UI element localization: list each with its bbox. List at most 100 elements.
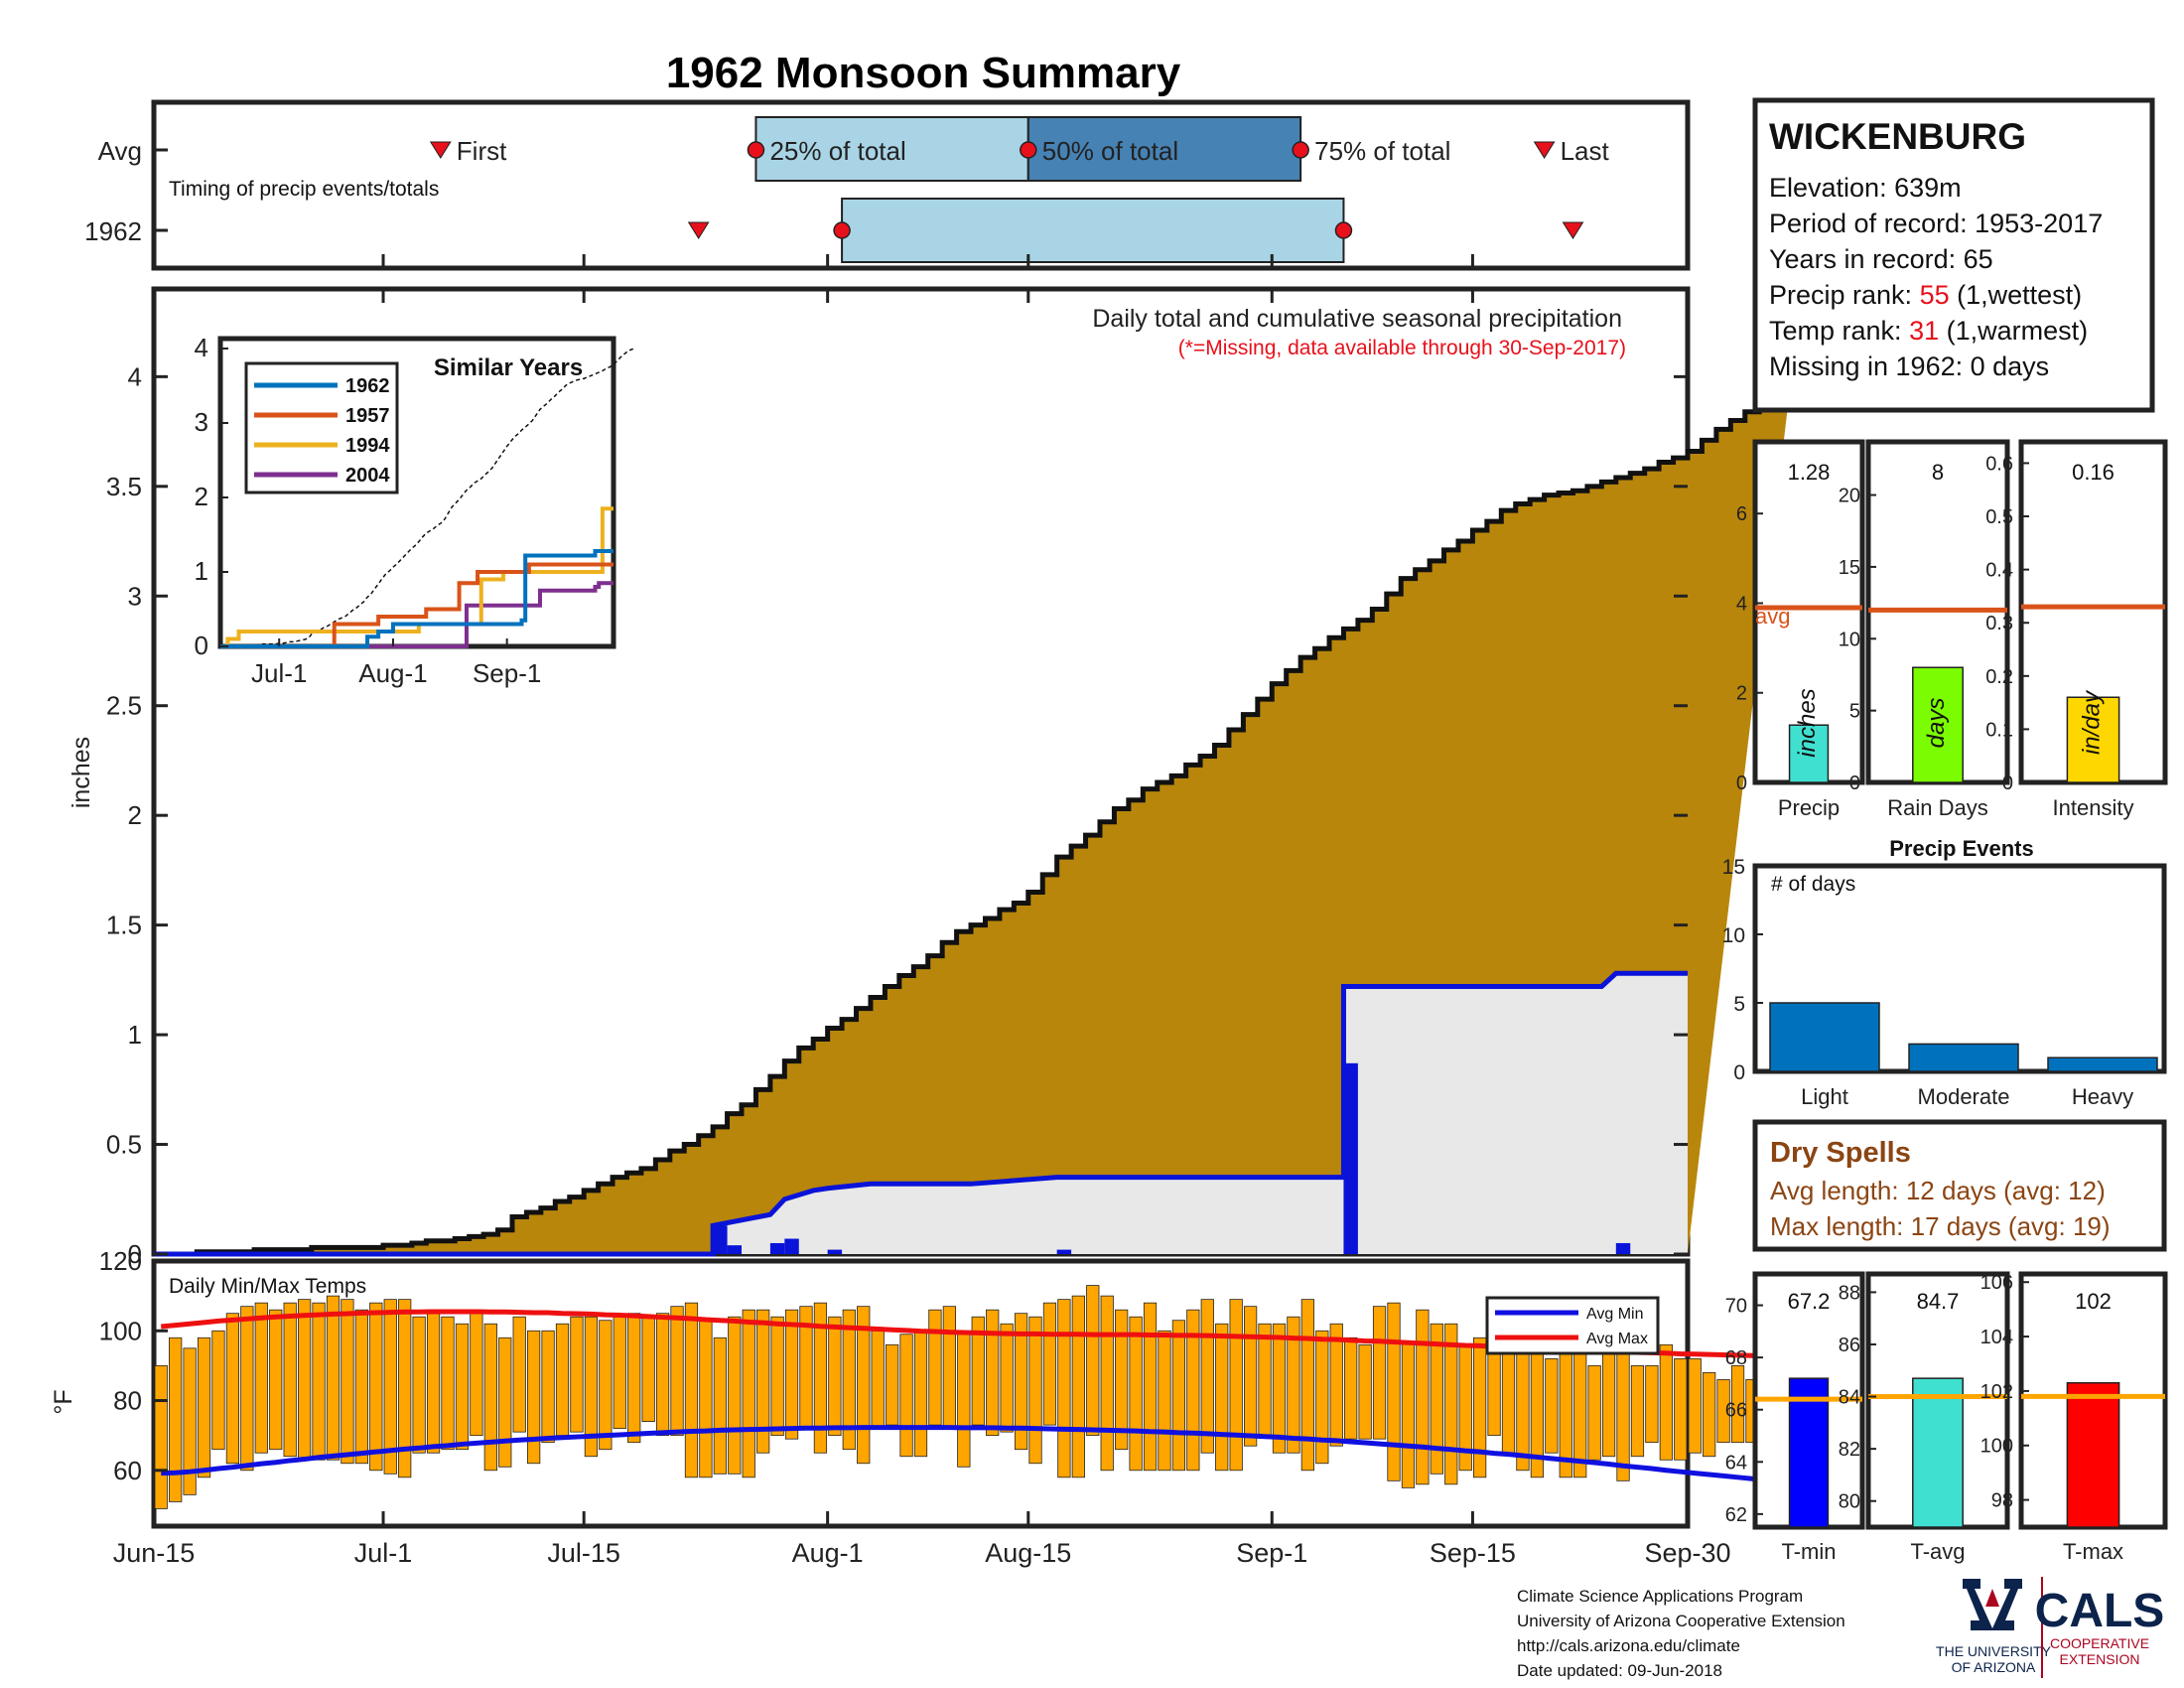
credit-line-3: http://cals.arizona.edu/climate [1517, 1636, 1740, 1655]
dry-spells-title: Dry Spells [1770, 1137, 1911, 1169]
daily-temp-bar [1487, 1343, 1501, 1437]
inset-series-line-2004 [220, 581, 614, 648]
daily-temp-bar [1674, 1357, 1688, 1461]
daily-temp-bar [584, 1316, 599, 1458]
timing-marks: First 25% of total 50% of total 75% of tota… [154, 116, 1610, 263]
temp-stat-label-tavg: T-avg [1910, 1539, 1965, 1564]
ua-name-line-2: OF ARIZONA [1952, 1659, 2036, 1675]
daily-temp-bar [154, 1364, 168, 1509]
temp-stat-tick-label-tmin: 64 [1725, 1452, 1747, 1474]
daily-precip-bar [784, 1238, 799, 1254]
daily-temp-bar [641, 1316, 655, 1423]
page-title: 1962 Monsoon Summary [666, 49, 1181, 97]
avg-first-marker [429, 141, 452, 159]
temp-stat-bar-tmax [2066, 1381, 2120, 1528]
temp-stat-bar-tmin [1788, 1377, 1830, 1528]
precip-y-tick-label: 2.5 [106, 691, 142, 721]
daily-temp-bar [913, 1330, 928, 1458]
daily-temp-bar [857, 1306, 871, 1465]
daily-temp-bar [742, 1309, 755, 1478]
daily-temp-bar [470, 1309, 483, 1437]
stat-tick-label-rain_days: 0 [1849, 773, 1860, 794]
avg-quartile-box-lower [754, 116, 1029, 182]
precip-y-tick-label: 3 [128, 581, 142, 611]
inset-legend-label: 1957 [345, 405, 390, 427]
stat-label-precip: Precip [1778, 795, 1840, 820]
daily-temp-bar [1229, 1299, 1243, 1472]
temp-stat-bar-tavg [1912, 1377, 1964, 1528]
daily-temp-bar [1129, 1316, 1143, 1472]
daily-temp-bar [713, 1336, 727, 1475]
temp-stat-tick-label-tmin: 70 [1725, 1296, 1747, 1318]
timing-note: Timing of precip events/totals [169, 178, 439, 201]
daily-temp-bar [1243, 1306, 1258, 1447]
precip-y-tick-label: 4 [128, 361, 142, 391]
daily-temp-bar [899, 1334, 913, 1458]
daily-temp-bar [1730, 1364, 1745, 1444]
daily-temp-bar [398, 1299, 412, 1478]
temps-y-tick-label: 60 [113, 1456, 142, 1485]
daily-precip-bar [1343, 1062, 1358, 1254]
daily-temp-bar [1258, 1323, 1272, 1437]
timing-panel: Avg 1962 Timing of precip events/totals … [84, 99, 1691, 271]
daily-temp-bar [570, 1316, 584, 1433]
precip-y-tick-label: 3.5 [106, 472, 142, 501]
daily-temp-bar [1086, 1285, 1100, 1437]
inset-y-tick-label: 3 [195, 407, 208, 437]
station-period: Period of record: 1953-2017 [1769, 209, 2103, 238]
stat-tick-label-precip: 4 [1736, 593, 1747, 615]
daily-temp-bar [297, 1299, 312, 1461]
daily-temp-bar [1215, 1323, 1229, 1472]
daily-temp-bar [784, 1309, 799, 1440]
avg-q50-marker [1020, 141, 1037, 159]
stat-tick-label-precip: 6 [1736, 503, 1747, 525]
stat-tick-label-rain_days: 20 [1839, 486, 1860, 507]
inset-x-tick-label: Jul-1 [251, 658, 307, 688]
temps-title: Daily Min/Max Temps [169, 1275, 366, 1298]
temp-stat-value-tmin: 67.2 [1788, 1289, 1831, 1314]
temp-stat-tick-label-tmin: 62 [1725, 1504, 1747, 1526]
daily-temp-bar [354, 1309, 368, 1465]
temp-stat-tick-label-tavg: 86 [1839, 1335, 1860, 1356]
daily-temp-bar [1616, 1350, 1630, 1481]
daily-temp-bar [942, 1306, 956, 1430]
temps-legend-box [1485, 1296, 1660, 1355]
stat-tick-label-rain_days: 15 [1839, 557, 1860, 579]
precip-data-note: (*=Missing, data available through 30-Se… [1178, 337, 1626, 359]
daily-temp-bar [1601, 1336, 1616, 1458]
precip-y-tick-label: 0 [128, 1239, 142, 1269]
events-y-tick-label: 0 [1733, 1061, 1745, 1084]
station-info-box: WICKENBURG Elevation: 639m Period of rec… [1752, 97, 2155, 413]
temps-legend: Avg Min Avg Max [1485, 1296, 1660, 1355]
daily-temp-bar [369, 1302, 383, 1472]
daily-temp-bar [455, 1323, 470, 1451]
daily-temp-bar [1688, 1357, 1702, 1454]
events-y-tick-label: 15 [1722, 856, 1745, 879]
cals-wordmark: CALS [2035, 1585, 2165, 1637]
daily-precip-bar [769, 1242, 785, 1254]
station-precip-rank: Precip rank: 55 (1,wettest) [1769, 280, 2082, 310]
daily-temp-bar [971, 1316, 985, 1426]
stat-tick-label-precip: 2 [1736, 683, 1747, 705]
inset-x-tick-label: Aug-1 [358, 658, 427, 688]
daily-temp-bar [211, 1330, 225, 1451]
stat-value-intensity: 0.16 [2072, 460, 2115, 485]
precip-plot-area [154, 402, 1789, 1257]
daily-temp-bar [1057, 1299, 1071, 1478]
inset-ticks: 0 1 2 3 4 Jul-1 Aug-1 Sep-1 [195, 333, 542, 688]
inset-x-tick-label: Sep-1 [473, 658, 541, 688]
temp-rank-note: (1,warmest) [1947, 316, 2089, 346]
station-name: WICKENBURG [1769, 116, 2026, 157]
daily-temp-bar [871, 1330, 885, 1430]
daily-temp-bar [1545, 1357, 1559, 1454]
cals-logo: CALS COOPERATIVE EXTENSION [2035, 1585, 2165, 1667]
stat-unit-intensity: in/day [2079, 689, 2106, 755]
stat-tick-label-rain_days: 5 [1849, 701, 1860, 723]
temps-y-tick-label: 80 [113, 1386, 142, 1416]
daily-temp-bar [770, 1316, 784, 1437]
cumulative-precip-line [154, 402, 1789, 1257]
temps-y-tick-label: 100 [99, 1316, 142, 1345]
stat-unit-precip: inches [1794, 688, 1821, 757]
temp-stat-value-tavg: 84.7 [1917, 1289, 1960, 1314]
station-years: Years in record: 65 [1769, 244, 1993, 274]
